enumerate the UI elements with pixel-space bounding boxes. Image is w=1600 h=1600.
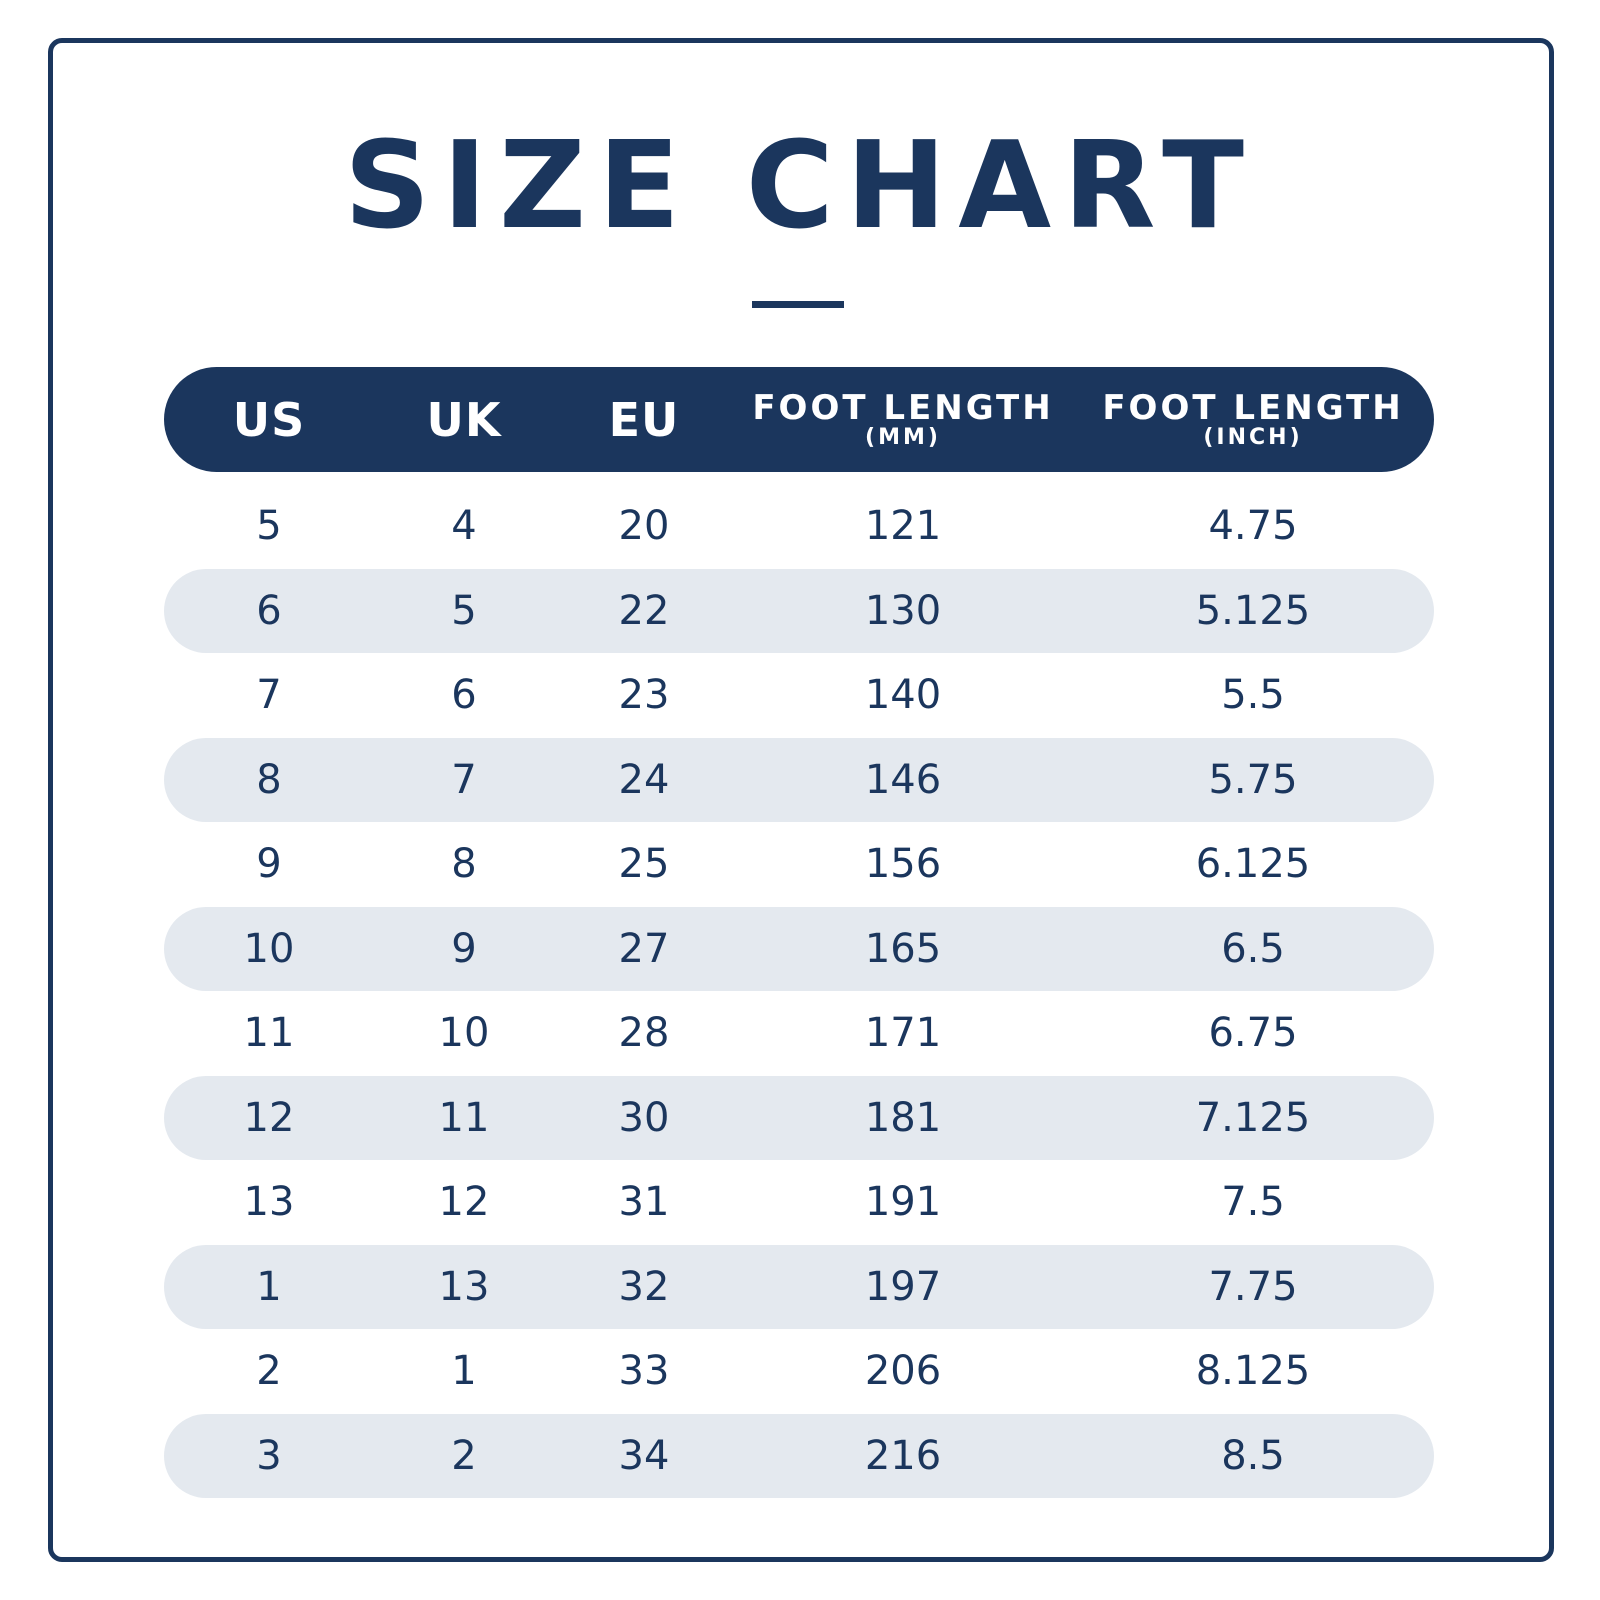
cell-uk: 5: [451, 587, 477, 634]
cell-us: 13: [243, 1179, 295, 1226]
cell-us: 12: [243, 1094, 295, 1141]
cell-foot-length-mm: 171: [864, 1010, 942, 1057]
cell-us: 5: [256, 503, 282, 550]
cell-eu: 32: [618, 1263, 670, 1310]
table-row: 6 5 22 130 5.125: [164, 568, 1434, 653]
cell-eu: 28: [618, 1010, 670, 1057]
cell-foot-length-inch: 5.5: [1221, 672, 1285, 719]
cell-foot-length-inch: 5.125: [1195, 587, 1311, 634]
cell-uk: 10: [438, 1010, 490, 1057]
table-row: 8 7 24 146 5.75: [164, 737, 1434, 822]
cell-foot-length-inch: 8.125: [1195, 1348, 1311, 1395]
cell-us: 2: [256, 1348, 282, 1395]
size-table: US UK EU FOOT LENGTH (MM) FOOT LENGTH (I…: [164, 367, 1434, 1498]
cell-foot-length-inch: 8.5: [1221, 1432, 1285, 1479]
cell-foot-length-inch: 6.5: [1221, 925, 1285, 972]
cell-foot-length-mm: 197: [864, 1263, 942, 1310]
cell-eu: 34: [618, 1432, 670, 1479]
table-row: 2 1 33 206 8.125: [164, 1329, 1434, 1414]
cell-foot-length-mm: 140: [864, 672, 942, 719]
cell-uk: 4: [451, 503, 477, 550]
table-body: 5 4 20 121 4.75 6 5 22 130 5.125 7 6 23 …: [164, 484, 1434, 1498]
cell-us: 6: [256, 587, 282, 634]
cell-us: 1: [256, 1263, 282, 1310]
header-eu: EU: [608, 392, 680, 447]
cell-foot-length-mm: 216: [864, 1432, 942, 1479]
cell-foot-length-mm: 181: [864, 1094, 942, 1141]
table-row: 10 9 27 165 6.5: [164, 906, 1434, 991]
cell-eu: 31: [618, 1179, 670, 1226]
table-row: 9 8 25 156 6.125: [164, 822, 1434, 907]
cell-eu: 25: [618, 841, 670, 888]
cell-foot-length-inch: 7.5: [1221, 1179, 1285, 1226]
cell-uk: 1: [451, 1348, 477, 1395]
cell-foot-length-mm: 165: [864, 925, 942, 972]
cell-eu: 33: [618, 1348, 670, 1395]
cell-foot-length-mm: 206: [864, 1348, 942, 1395]
cell-us: 7: [256, 672, 282, 719]
cell-eu: 30: [618, 1094, 670, 1141]
table-row: 1 13 32 197 7.75: [164, 1244, 1434, 1329]
cell-foot-length-inch: 6.125: [1195, 841, 1311, 888]
cell-foot-length-mm: 130: [864, 587, 942, 634]
cell-eu: 27: [618, 925, 670, 972]
header-foot-length-inch-unit: (INCH): [1203, 424, 1303, 450]
table-header: US UK EU FOOT LENGTH (MM) FOOT LENGTH (I…: [164, 367, 1434, 472]
page-title: SIZE CHART: [343, 117, 1257, 256]
cell-foot-length-mm: 191: [864, 1179, 942, 1226]
table-row: 3 2 34 216 8.5: [164, 1413, 1434, 1498]
cell-foot-length-inch: 6.75: [1208, 1010, 1298, 1057]
cell-foot-length-inch: 7.125: [1195, 1094, 1311, 1141]
table-row: 11 10 28 171 6.75: [164, 991, 1434, 1076]
cell-eu: 23: [618, 672, 670, 719]
cell-uk: 6: [451, 672, 477, 719]
table-row: 7 6 23 140 5.5: [164, 653, 1434, 738]
cell-eu: 20: [618, 503, 670, 550]
cell-us: 8: [256, 756, 282, 803]
cell-foot-length-inch: 4.75: [1208, 503, 1298, 550]
cell-eu: 24: [618, 756, 670, 803]
header-uk: UK: [426, 392, 502, 447]
cell-uk: 11: [438, 1094, 490, 1141]
cell-us: 3: [256, 1432, 282, 1479]
cell-uk: 2: [451, 1432, 477, 1479]
table-row: 12 11 30 181 7.125: [164, 1075, 1434, 1160]
cell-uk: 9: [451, 925, 477, 972]
cell-us: 9: [256, 841, 282, 888]
cell-uk: 7: [451, 756, 477, 803]
cell-eu: 22: [618, 587, 670, 634]
header-foot-length-mm-unit: (MM): [865, 424, 941, 450]
cell-uk: 12: [438, 1179, 490, 1226]
cell-uk: 13: [438, 1263, 490, 1310]
header-foot-length-inch: FOOT LENGTH (INCH): [1072, 390, 1434, 450]
header-foot-length-mm: FOOT LENGTH (MM): [734, 390, 1072, 450]
cell-foot-length-mm: 156: [864, 841, 942, 888]
cell-uk: 8: [451, 841, 477, 888]
cell-us: 11: [243, 1010, 295, 1057]
table-row: 13 12 31 191 7.5: [164, 1160, 1434, 1245]
title-divider: [752, 301, 844, 308]
table-row: 5 4 20 121 4.75: [164, 484, 1434, 569]
cell-foot-length-inch: 7.75: [1208, 1263, 1298, 1310]
header-foot-length-inch-label: FOOT LENGTH: [1102, 387, 1404, 428]
cell-foot-length-inch: 5.75: [1208, 756, 1298, 803]
cell-foot-length-mm: 121: [864, 503, 942, 550]
header-foot-length-mm-label: FOOT LENGTH: [752, 387, 1054, 428]
header-us: US: [232, 392, 306, 447]
cell-foot-length-mm: 146: [864, 756, 942, 803]
cell-us: 10: [243, 925, 295, 972]
